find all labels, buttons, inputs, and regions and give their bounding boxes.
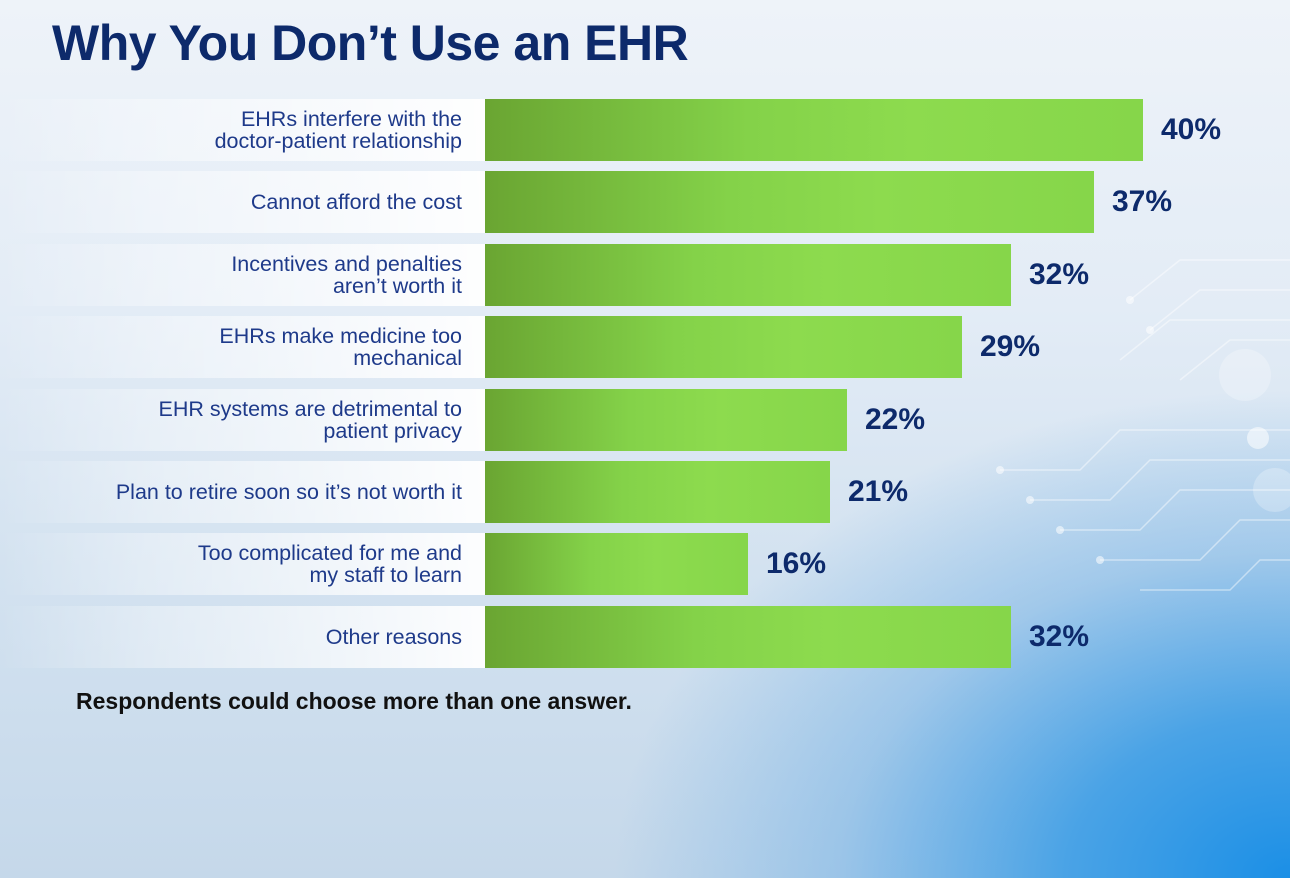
- category-label-4: EHRs make medicine too mechanical: [219, 324, 462, 370]
- bar-6: [485, 461, 830, 523]
- bar-5: [485, 389, 847, 451]
- value-label-2: 37%: [1112, 185, 1173, 218]
- category-label-1: EHRs interfere with the doctor-patient r…: [214, 107, 462, 153]
- bar-3: [485, 244, 1011, 306]
- value-label-7: 16%: [766, 547, 827, 580]
- row-band-5: [0, 389, 485, 451]
- category-label-6: Plan to retire soon so it’s not worth it: [115, 480, 462, 504]
- row-band-6: [0, 461, 485, 523]
- row-band-4: [0, 316, 485, 378]
- footnote: Respondents could choose more than one a…: [76, 688, 632, 714]
- value-label-8: 32%: [1029, 620, 1090, 653]
- category-label-2: Cannot afford the cost: [250, 190, 462, 214]
- bar-1: [485, 99, 1143, 161]
- value-label-1: 40%: [1161, 113, 1222, 146]
- bar-8: [485, 606, 1011, 668]
- page-title: Why You Don’t Use an EHR: [52, 15, 689, 71]
- row-band-3: [0, 244, 485, 306]
- bar-2: [485, 171, 1094, 233]
- value-label-3: 32%: [1029, 258, 1090, 291]
- category-label-7: Too complicated for me and my staff to l…: [197, 541, 462, 587]
- category-label-5: EHR systems are detrimental to patient p…: [158, 397, 463, 443]
- bar-4: [485, 316, 962, 378]
- row-band-7: [0, 533, 485, 595]
- category-label-8: Other reasons: [325, 625, 462, 649]
- value-label-5: 22%: [865, 403, 926, 436]
- row-band-2: [0, 171, 485, 233]
- value-label-6: 21%: [848, 475, 909, 508]
- category-label-3: Incentives and penalties aren’t worth it: [231, 252, 462, 298]
- row-band-8: [0, 606, 485, 668]
- value-label-4: 29%: [980, 330, 1041, 363]
- bar-7: [485, 533, 748, 595]
- row-band-1: [0, 99, 485, 161]
